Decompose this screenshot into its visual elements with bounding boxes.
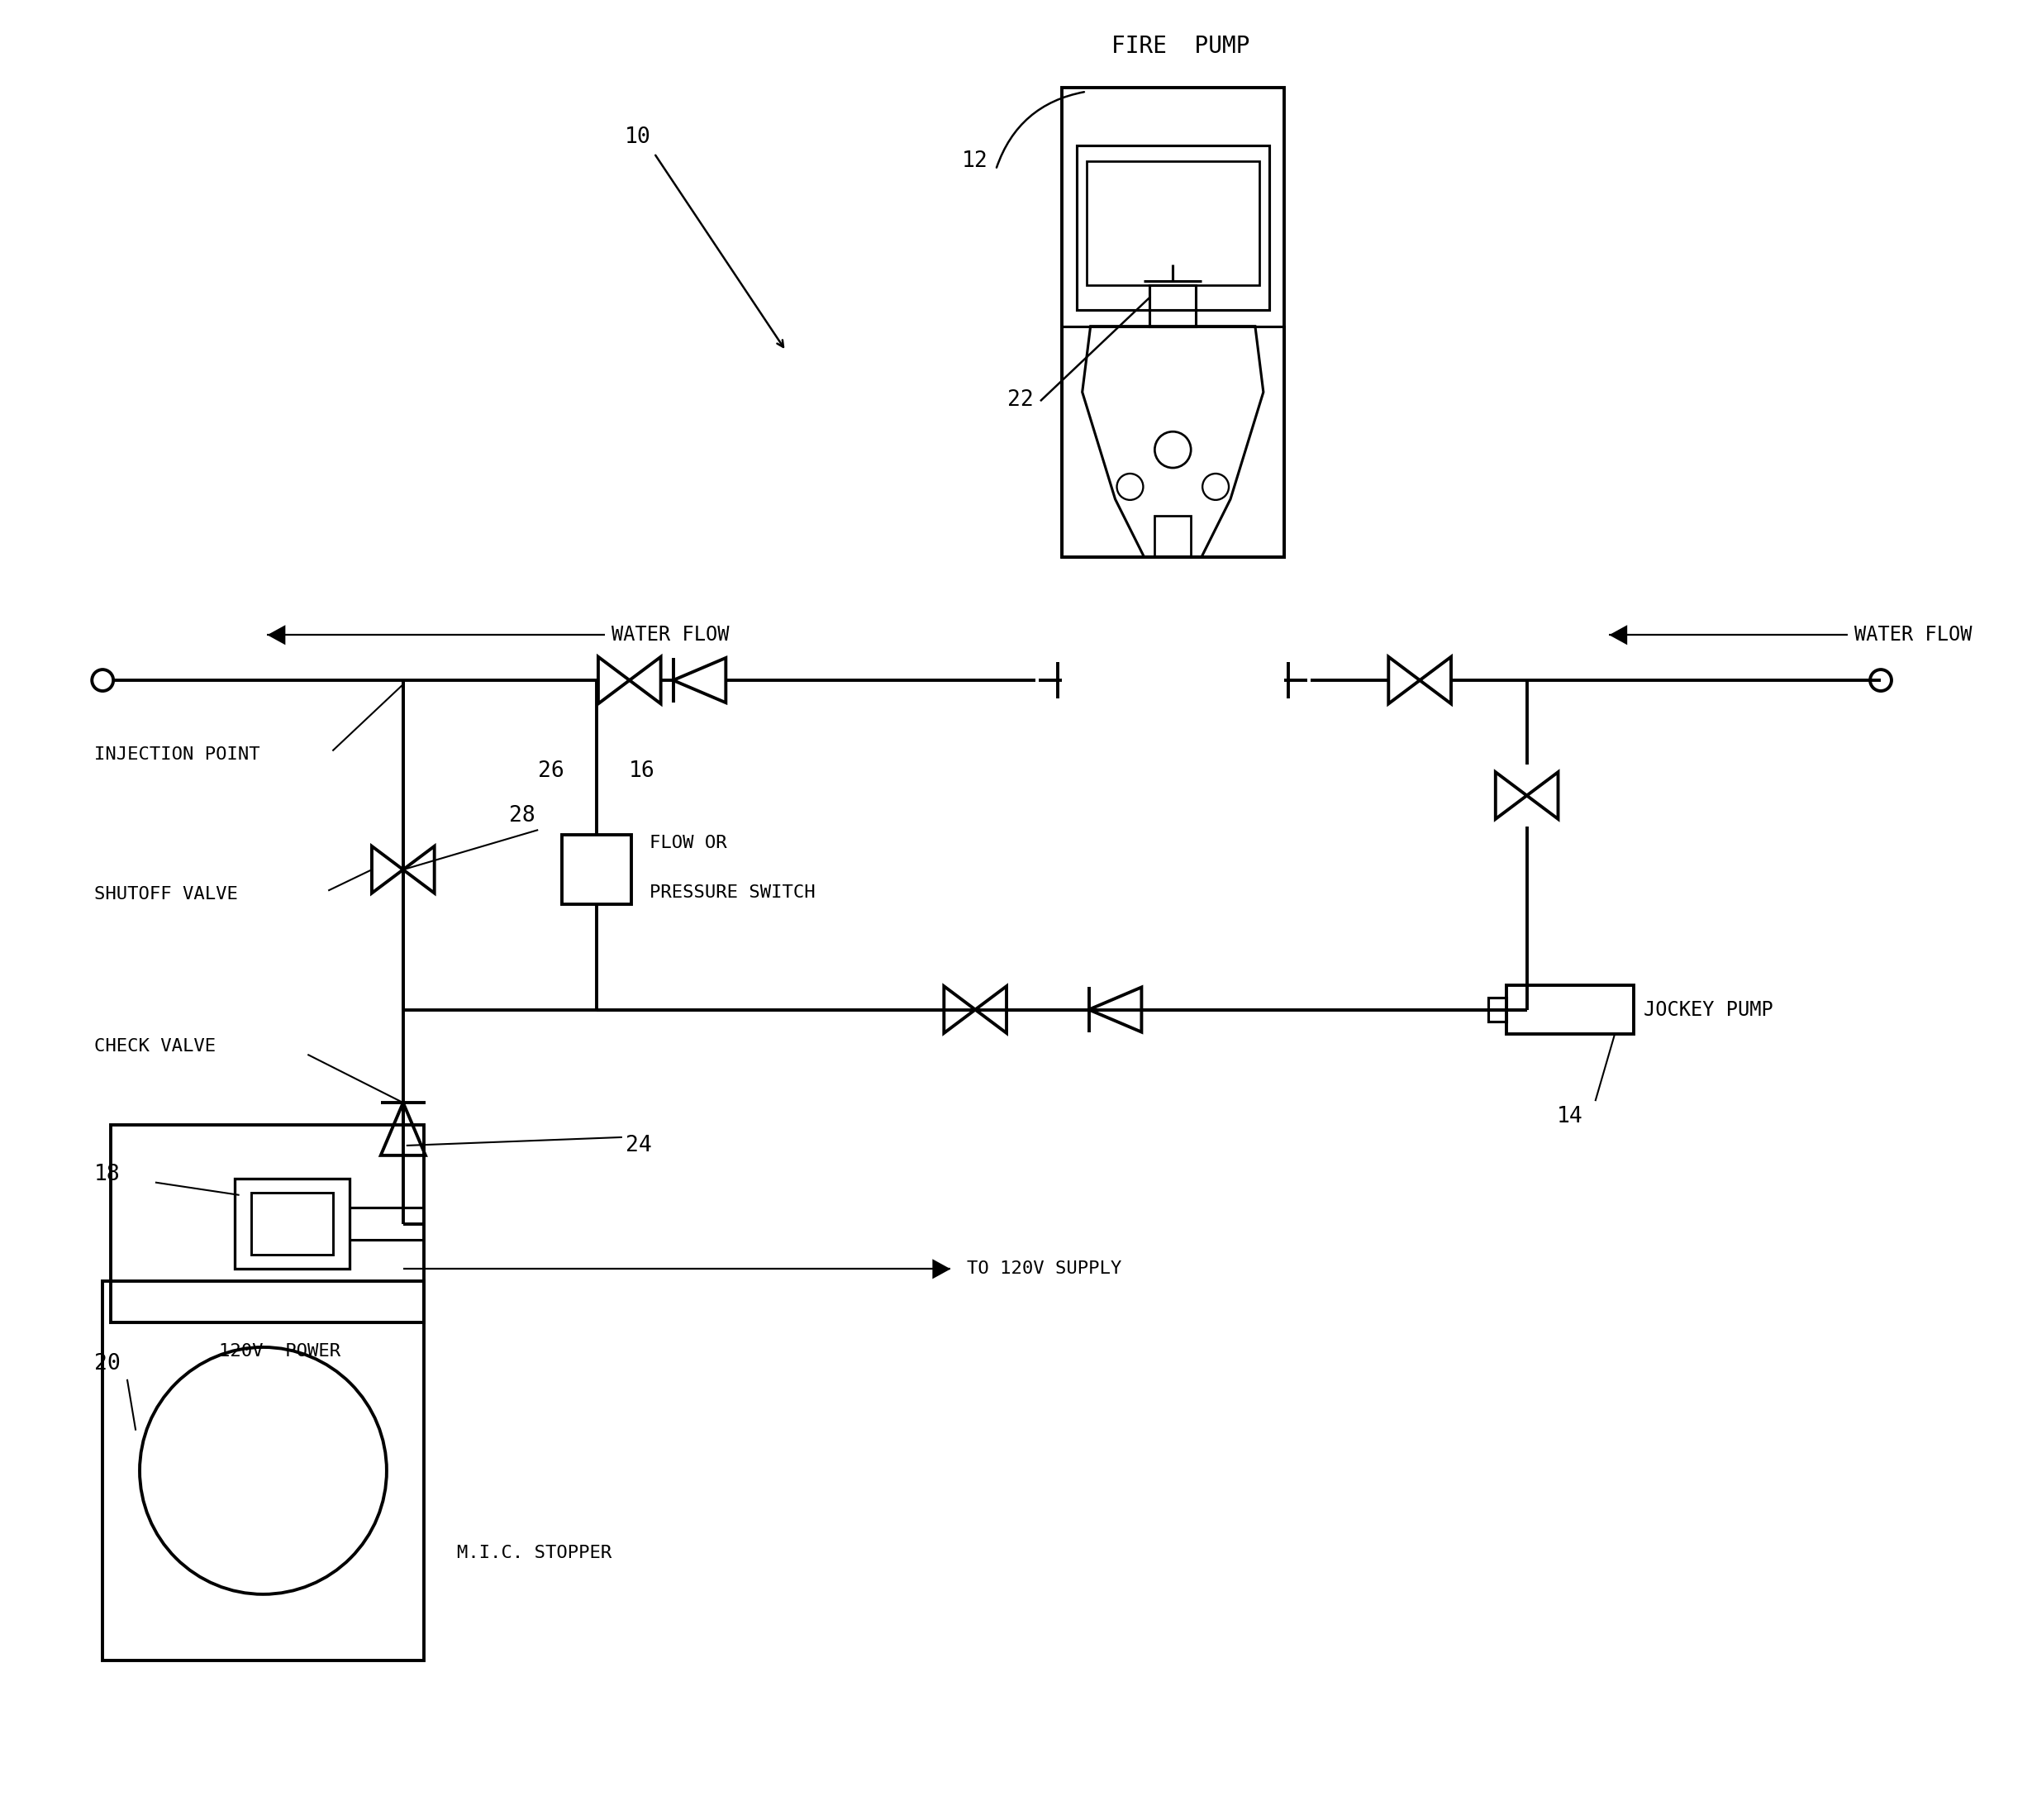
Text: SHUTOFF VALVE: SHUTOFF VALVE <box>93 886 238 903</box>
Text: FIRE  PUMP: FIRE PUMP <box>1112 35 1250 58</box>
Text: 20: 20 <box>93 1352 120 1374</box>
Bar <box>112 1125 425 1323</box>
Text: 22: 22 <box>1008 389 1034 411</box>
Text: 12: 12 <box>961 151 988 173</box>
Text: 18: 18 <box>93 1163 120 1185</box>
Text: TO 120V SUPPLY: TO 120V SUPPLY <box>967 1261 1122 1278</box>
Bar <box>250 1192 333 1256</box>
Text: WATER FLOW: WATER FLOW <box>1855 624 1973 644</box>
Text: 16: 16 <box>628 761 654 781</box>
Bar <box>104 1281 425 1660</box>
Polygon shape <box>1609 624 1628 644</box>
Bar <box>1150 286 1197 326</box>
Text: 10: 10 <box>624 126 650 147</box>
Bar <box>1154 515 1191 557</box>
Text: PRESSURE SWITCH: PRESSURE SWITCH <box>650 885 815 901</box>
Bar <box>1061 87 1284 557</box>
Text: M.I.C. STOPPER: M.I.C. STOPPER <box>457 1545 612 1562</box>
Text: 120V  POWER: 120V POWER <box>219 1343 341 1360</box>
Polygon shape <box>933 1259 951 1279</box>
Text: 26: 26 <box>538 761 565 781</box>
Text: CHECK VALVE: CHECK VALVE <box>93 1039 215 1056</box>
Bar <box>561 835 632 905</box>
Bar <box>234 1178 350 1269</box>
Bar <box>1061 326 1284 557</box>
Bar <box>1506 985 1634 1034</box>
Polygon shape <box>268 624 284 644</box>
Text: WATER FLOW: WATER FLOW <box>612 624 729 644</box>
Text: JOCKEY PUMP: JOCKEY PUMP <box>1644 999 1774 1019</box>
Text: FLOW OR: FLOW OR <box>650 835 727 852</box>
Text: 24: 24 <box>626 1134 652 1156</box>
Text: 28: 28 <box>510 806 536 826</box>
Bar <box>1087 162 1260 286</box>
Text: INJECTION POINT: INJECTION POINT <box>93 746 260 763</box>
Bar <box>1487 997 1506 1023</box>
Text: 14: 14 <box>1557 1107 1583 1127</box>
Bar <box>1077 146 1270 309</box>
